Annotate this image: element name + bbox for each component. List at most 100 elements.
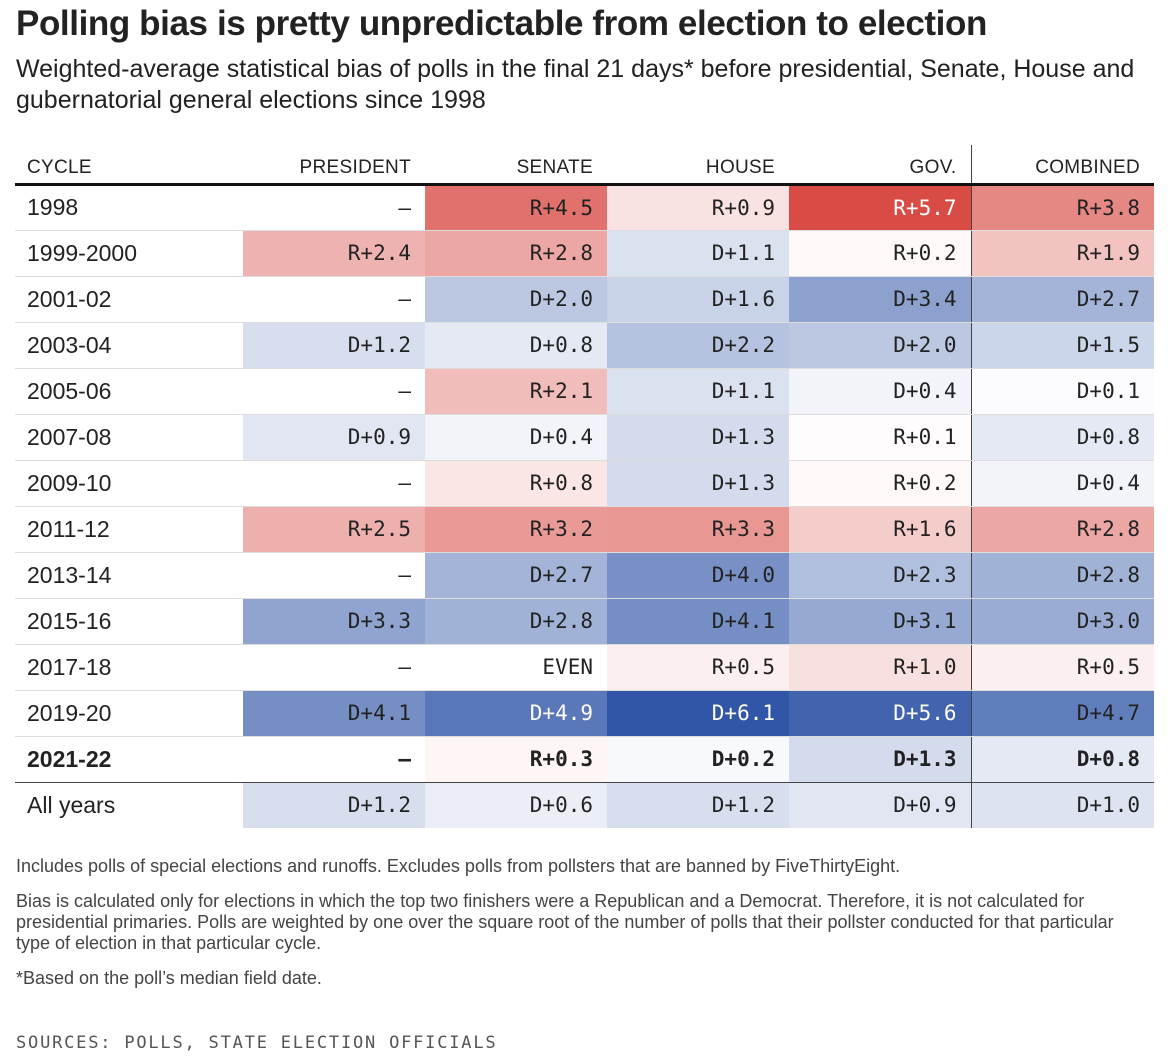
bias-cell-senate: R+0.3 [425,736,607,782]
bias-cell-president: – [243,460,425,507]
bias-cell-gov: R+0.2 [789,460,971,507]
cycle-label: All years [15,781,243,828]
column-header-combined: COMBINED [970,145,1154,186]
cycle-label: 2011-12 [15,506,243,553]
bias-cell-house: D+2.2 [607,322,789,369]
cycle-label: 2021-22 [15,736,243,782]
bias-cell-combined: D+0.8 [970,736,1154,782]
bias-cell-senate: R+0.8 [425,460,607,507]
cycle-label: 2001-02 [15,276,243,323]
cycle-label: 2017-18 [15,644,243,691]
table-row: 2003-04 D+1.2 D+0.8 D+2.2 D+2.0 D+1.5 [15,322,1154,369]
bias-cell-president: D+1.2 [243,781,425,828]
table-body: 1998– R+4.5 R+0.9 R+5.7 R+3.8 1999-2000 R+2.4 R… [15,184,1154,828]
bias-cell-gov: R+0.1 [789,414,971,461]
bias-cell-senate: D+2.8 [425,598,607,645]
bias-cell-house: D+1.1 [607,368,789,415]
bias-cell-gov: D+2.3 [789,552,971,599]
cycle-label: 1998 [15,184,243,231]
bias-cell-gov: D+5.6 [789,690,971,737]
bias-cell-combined: D+1.0 [970,781,1154,828]
table-row: 2017-18– EVEN R+0.5 R+1.0 R+0.5 [15,644,1154,691]
bias-cell-gov: R+5.7 [789,184,971,231]
bias-cell-house: R+0.9 [607,184,789,231]
bias-cell-combined: R+3.8 [970,184,1154,231]
bias-cell-senate: R+4.5 [425,184,607,231]
bias-cell-gov: D+3.4 [789,276,971,323]
bias-cell-gov: R+0.2 [789,230,971,277]
bias-cell-gov: R+1.0 [789,644,971,691]
bias-cell-combined: D+0.4 [970,460,1154,507]
column-header-president: PRESIDENT [243,145,425,186]
bias-cell-house: D+4.0 [607,552,789,599]
bias-cell-senate: D+0.6 [425,781,607,828]
bias-cell-house: R+3.3 [607,506,789,553]
table-row: 2001-02– D+2.0 D+1.6 D+3.4 D+2.7 [15,276,1154,323]
table-row: 2009-10– R+0.8 D+1.3 R+0.2 D+0.4 [15,460,1154,507]
cycle-label: 2019-20 [15,690,243,737]
column-header-gov: GOV. [789,145,971,186]
cycle-label: 2007-08 [15,414,243,461]
bias-cell-senate: D+4.9 [425,690,607,737]
bias-cell-house: R+0.5 [607,644,789,691]
bias-cell-combined: D+0.1 [970,368,1154,415]
bias-cell-senate: D+0.8 [425,322,607,369]
bias-cell-house: D+4.1 [607,598,789,645]
bias-cell-president: – [243,276,425,323]
cycle-label: 2009-10 [15,460,243,507]
bias-cell-house: D+0.2 [607,736,789,782]
column-header-house: HOUSE [607,145,789,186]
bias-cell-gov: D+0.9 [789,781,971,828]
footnote-methodology: Bias is calculated only for elections in… [16,891,1114,953]
table-row: 1999-2000 R+2.4 R+2.8 D+1.1 R+0.2 R+1.9 [15,230,1154,277]
footnote-date: *Based on the poll’s median field date. [16,968,322,988]
cycle-label: 2013-14 [15,552,243,599]
bias-cell-house: D+1.1 [607,230,789,277]
bias-cell-senate: EVEN [425,644,607,691]
bias-table-container: CYCLE PRESIDENT SENATE HOUSE GOV. COMBIN… [15,145,1154,828]
bias-cell-president: – [243,552,425,599]
column-header-senate: SENATE [425,145,607,186]
bias-cell-combined: D+3.0 [970,598,1154,645]
table-row: 2013-14– D+2.7 D+4.0 D+2.3 D+2.8 [15,552,1154,599]
source-line: SOURCES: POLLS, STATE ELECTION OFFICIALS [16,1033,498,1053]
bias-cell-president: – [243,184,425,231]
table-row: 2005-06– R+2.1 D+1.1 D+0.4 D+0.1 [15,368,1154,415]
bias-cell-house: D+6.1 [607,690,789,737]
bias-cell-combined: R+1.9 [970,230,1154,277]
bias-cell-combined: D+0.8 [970,414,1154,461]
bias-cell-senate: D+2.7 [425,552,607,599]
cycle-label: 2005-06 [15,368,243,415]
bias-cell-combined: R+0.5 [970,644,1154,691]
column-header-cycle: CYCLE [15,145,243,186]
bias-cell-gov: D+1.3 [789,736,971,782]
bias-cell-president: D+1.2 [243,322,425,369]
bias-cell-president: – [243,736,425,782]
chart-title: Polling bias is pretty unpredictable fro… [16,4,987,43]
bias-cell-house: D+1.2 [607,781,789,828]
footnote-inclusion: Includes polls of special elections and … [16,856,901,876]
bias-cell-president: – [243,644,425,691]
footnotes: Includes polls of special elections and … [16,856,1126,1003]
table-row: 2015-16 D+3.3 D+2.8 D+4.1 D+3.1 D+3.0 [15,598,1154,645]
bias-cell-combined: D+4.7 [970,690,1154,737]
bias-cell-president: D+0.9 [243,414,425,461]
table-row: 2007-08 D+0.9 D+0.4 D+1.3 R+0.1 D+0.8 [15,414,1154,461]
table-row: 2019-20 D+4.1 D+4.9 D+6.1 D+5.6 D+4.7 [15,690,1154,737]
bias-cell-senate: R+2.8 [425,230,607,277]
bias-cell-gov: D+2.0 [789,322,971,369]
bias-cell-president: D+4.1 [243,690,425,737]
bias-cell-gov: D+3.1 [789,598,971,645]
bias-cell-house: D+1.3 [607,414,789,461]
bias-cell-senate: D+2.0 [425,276,607,323]
bias-cell-house: D+1.3 [607,460,789,507]
bias-cell-president: D+3.3 [243,598,425,645]
bias-table: CYCLE PRESIDENT SENATE HOUSE GOV. COMBIN… [15,145,1154,828]
bias-cell-combined: D+2.8 [970,552,1154,599]
table-header-row: CYCLE PRESIDENT SENATE HOUSE GOV. COMBIN… [15,145,1154,186]
bias-cell-gov: D+0.4 [789,368,971,415]
cycle-label: 2015-16 [15,598,243,645]
cycle-label: 1999-2000 [15,230,243,277]
bias-cell-senate: R+2.1 [425,368,607,415]
bias-cell-president: – [243,368,425,415]
